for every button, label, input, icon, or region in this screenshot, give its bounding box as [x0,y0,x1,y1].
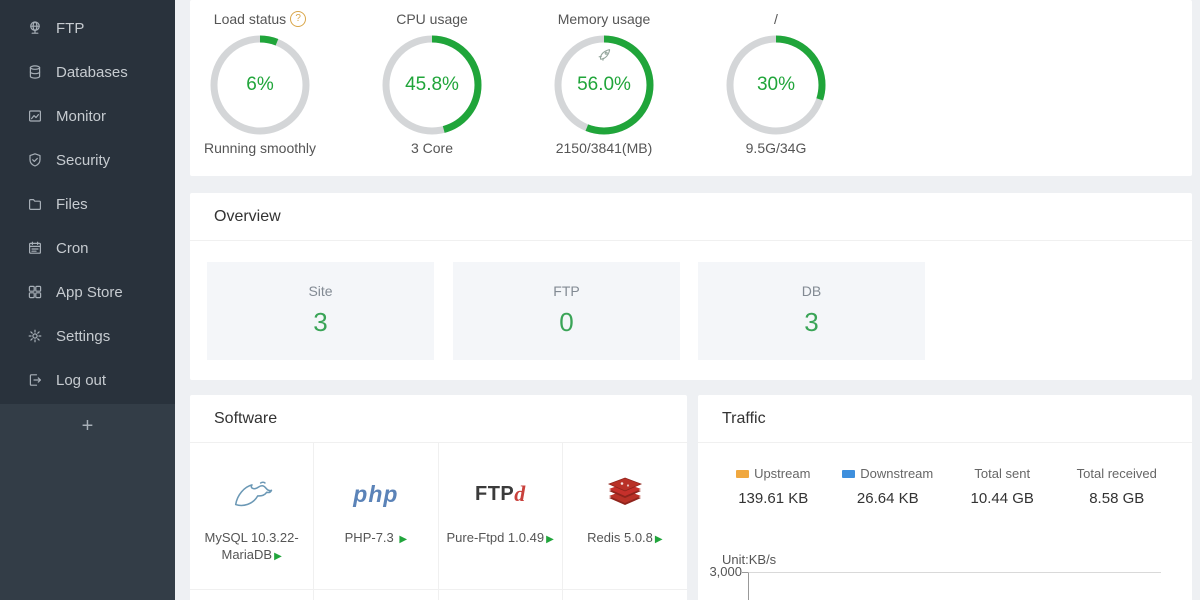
ftp-icon [27,20,43,36]
appstore-icon [27,284,43,300]
overview-title: Overview [190,193,1192,241]
downstream-value: 26.64 KB [856,490,919,507]
stat-label: DB [801,283,822,299]
total-received-value: 8.58 GB [1089,490,1145,507]
cpu-usage-gauge: CPU usage 45.8% 3 Core [362,0,502,156]
sidebar-item-databases[interactable]: Databases [0,50,175,94]
sidebar-item-settings[interactable]: Settings [0,314,175,358]
stat-label: Site [308,283,333,299]
stat-value: 3 [313,307,328,337]
monitor-icon [27,108,43,124]
software-card: Software MySQL 10.3.22-MariaDB ▶ php PHP-… [190,395,687,600]
play-icon[interactable]: ▶ [399,534,408,545]
sidebar-item-label: App Store [56,283,123,301]
chart-unit-label: Unit:KB/s [722,552,777,567]
gauge-subtitle: 9.5G/34G [745,140,807,156]
software-item-redis[interactable]: Redis 5.0.8 ▶ [563,443,687,589]
security-icon [27,152,43,168]
stat-label: FTP [553,283,580,299]
gauge-subtitle: 3 Core [410,140,454,156]
downstream-stat: Downstream 26.64 KB [831,466,946,507]
sidebar-item-label: Files [56,195,88,213]
total-sent-stat: Total sent 10.44 GB [945,466,1060,507]
stat-value: 0 [559,307,574,337]
sidebar: FTP Databases Monitor Security [0,0,175,600]
sidebar-item-cron[interactable]: Cron [0,226,175,270]
software-name: MySQL 10.3.22-MariaDB ▶ [204,530,299,562]
redis-logo [605,469,645,519]
database-icon [27,64,43,80]
sidebar-item-monitor[interactable]: Monitor [0,94,175,138]
load-status-gauge: Load status ? 6% Running smoothly [190,0,330,156]
memory-usage-gauge: Memory usage 56.0% 2150/3841(MB) [534,0,674,156]
sidebar-item-label: Security [56,151,111,169]
overview-card: Overview Site 3 FTP 0 DB 3 [190,193,1192,380]
status-card: Load status ? 6% Running smoothly CPU us… [190,0,1192,176]
site-count-box[interactable]: Site 3 [207,262,434,360]
sidebar-item-label: Settings [56,327,111,345]
downstream-swatch-icon [842,469,856,478]
software-title: Software [190,395,687,443]
logout-icon [27,372,43,388]
play-icon[interactable]: ▶ [654,534,663,545]
upstream-swatch-icon [736,469,750,478]
sidebar-item-label: Log out [56,371,107,389]
software-name: Pure-Ftpd 1.0.49 ▶ [446,530,554,545]
stat-value: 3 [804,307,819,337]
sidebar-item-label: Cron [56,239,89,257]
files-icon [27,196,43,212]
sidebar-item-logout[interactable]: Log out [0,358,175,402]
software-grid: MySQL 10.3.22-MariaDB ▶ php PHP-7.3 ▶ FTP… [190,443,687,589]
play-icon[interactable]: ▶ [274,551,282,562]
sidebar-item-security[interactable]: Security [0,138,175,182]
gear-icon [27,328,43,344]
gauge-subtitle: 2150/3841(MB) [555,140,653,156]
sidebar-item-ftp[interactable]: FTP [0,6,175,50]
sidebar-menu: FTP Databases Monitor Security [0,0,175,404]
pureftpd-logo: FTP d [474,481,526,506]
gauge-title: CPU usage [396,11,468,27]
disk-root-gauge: / 30% 9.5G/34G [706,0,846,156]
traffic-title: Traffic [698,395,1192,443]
software-item-mysql[interactable]: MySQL 10.3.22-MariaDB ▶ [190,443,315,589]
cron-icon [27,240,43,256]
db-count-box[interactable]: DB 3 [698,262,925,360]
software-item-php[interactable]: php PHP-7.3 ▶ [314,443,439,589]
sidebar-item-label: Databases [56,63,128,81]
software-name: PHP-7.3 ▶ [344,530,408,545]
play-icon[interactable]: ▶ [546,534,554,545]
traffic-card: Traffic Upstream 139.61 KB Downstream 26… [698,395,1192,600]
chart-tick-mark [742,572,748,573]
software-grid-row2 [190,589,687,600]
chart-y-axis-tick: 3,000 [709,564,742,579]
ftp-count-box[interactable]: FTP 0 [453,262,680,360]
gauge-title: / [774,11,778,27]
gauge-title: Memory usage [557,11,651,27]
plus-icon: + [81,414,94,437]
mysql-logo [229,469,275,519]
software-name: Redis 5.0.8 ▶ [587,530,663,545]
help-icon[interactable]: ? [290,11,307,27]
software-item-pureftpd[interactable]: FTP d Pure-Ftpd 1.0.49 ▶ [439,443,563,589]
sidebar-item-files[interactable]: Files [0,182,175,226]
rocket-icon[interactable] [534,46,674,69]
sidebar-item-label: FTP [56,19,85,37]
gauge-subtitle: Running smoothly [203,140,317,156]
gauge-title: Load status ? [190,9,330,29]
gauge-value: 6% [246,74,274,95]
sidebar-item-label: Monitor [56,107,107,125]
gauge-value: 30% [756,74,796,95]
total-received-stat: Total received 8.58 GB [1060,466,1175,507]
upstream-value: 139.61 KB [738,490,809,507]
traffic-stats: Upstream 139.61 KB Downstream 26.64 KB T… [698,443,1192,507]
gauge-value: 56.0% [577,74,631,95]
total-sent-value: 10.44 GB [970,490,1034,507]
traffic-chart-axes [748,572,1161,600]
add-menu-button[interactable]: + [0,404,175,448]
php-logo: php [353,480,399,507]
upstream-stat: Upstream 139.61 KB [716,466,831,507]
sidebar-item-appstore[interactable]: App Store [0,270,175,314]
gauge-value: 45.8% [405,74,459,95]
